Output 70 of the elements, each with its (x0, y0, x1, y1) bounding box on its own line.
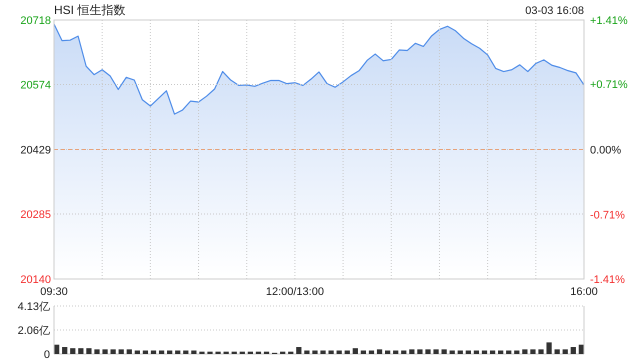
bar (393, 350, 398, 354)
bar (450, 350, 455, 354)
x-tick-label: 16:00 (570, 286, 598, 298)
bar (554, 349, 560, 354)
bar (320, 350, 326, 354)
y-tick-label: 4.13亿 (18, 300, 50, 313)
bar (70, 348, 76, 354)
y2-tick-label: -1.41% (590, 274, 626, 286)
bar (376, 349, 382, 354)
bar (126, 349, 132, 354)
bar (562, 349, 568, 354)
bar (466, 350, 471, 354)
bar (183, 350, 188, 354)
y-tick-label: 2.06亿 (18, 324, 50, 337)
bar (167, 350, 172, 354)
bar (62, 347, 68, 354)
bar (570, 347, 576, 354)
y2-tick-label: +1.41% (590, 14, 628, 27)
chart-title: HSI 恒生指数 (54, 3, 126, 17)
bar (110, 349, 116, 354)
bar (86, 348, 92, 354)
bar (312, 350, 318, 354)
bar (304, 350, 310, 354)
y-tick-label: 0 (44, 348, 50, 360)
bar (538, 349, 544, 354)
bar (458, 350, 463, 354)
y-tick-label: 20429 (20, 144, 51, 156)
bar (530, 349, 536, 354)
y2-tick-label: -0.71% (590, 210, 626, 222)
bar (514, 350, 520, 354)
y2-tick-label: 0.00% (590, 144, 622, 156)
bar (150, 350, 156, 354)
bar (94, 349, 100, 354)
y-tick-label: 20140 (20, 274, 51, 286)
bar (482, 350, 488, 354)
bar (336, 350, 342, 354)
bar (78, 348, 84, 354)
x-tick-label: 12:00/13:00 (266, 286, 324, 298)
bar (352, 348, 358, 354)
text: 03-03 16:08 (525, 5, 584, 17)
bar (134, 350, 140, 354)
bar (344, 350, 350, 354)
bar (425, 349, 431, 354)
bar (442, 349, 447, 354)
bar (118, 349, 124, 354)
bar (401, 350, 406, 354)
y-tick-label: 20285 (20, 208, 51, 221)
bar (490, 350, 496, 354)
x-tick-label: 09:30 (40, 286, 68, 298)
y-tick-label: 20574 (20, 79, 51, 92)
y2-tick-label: +0.71% (590, 79, 628, 92)
bar (102, 349, 108, 354)
bar (506, 350, 512, 354)
bar (368, 350, 374, 354)
bar (417, 349, 423, 354)
bar (142, 350, 148, 354)
bar (546, 342, 552, 354)
bar (360, 350, 366, 354)
bar (175, 350, 180, 354)
bar (409, 349, 414, 354)
bar (385, 350, 390, 354)
bar (296, 347, 302, 354)
bar (433, 349, 439, 354)
bar (474, 350, 480, 354)
bar (498, 350, 504, 354)
bar (328, 350, 334, 354)
y-tick-label: 20718 (20, 14, 51, 27)
bar (158, 350, 164, 354)
bar (522, 349, 528, 354)
bar (191, 350, 196, 354)
